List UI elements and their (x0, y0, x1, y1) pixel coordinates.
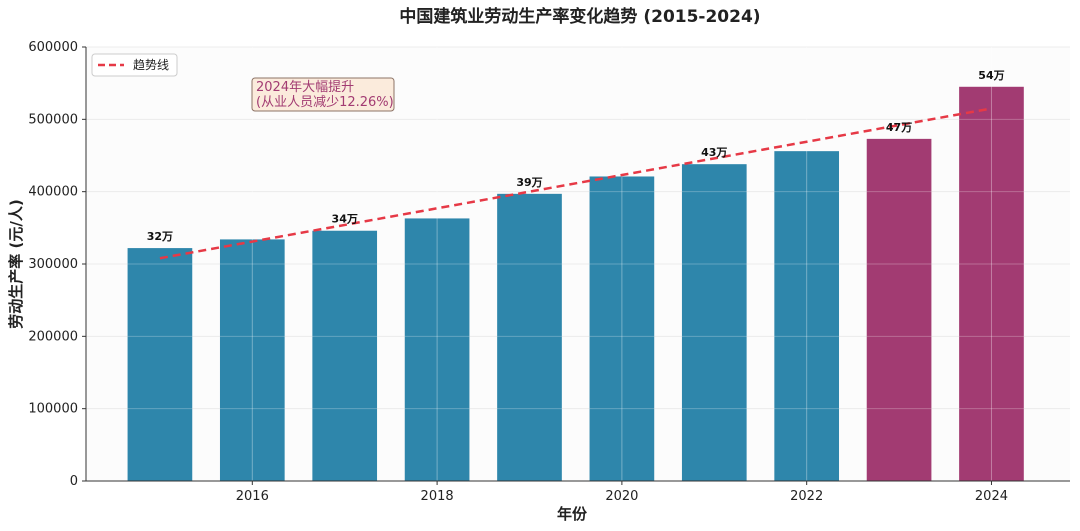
bar-value-label: 39万 (516, 176, 542, 189)
x-axis-label: 年份 (557, 505, 588, 523)
bar-2023 (866, 138, 932, 481)
bar-2019 (497, 193, 562, 481)
annotation: 2024年大幅提升 (从业人员减少12.26%) (251, 77, 395, 112)
x-tick-label: 2024 (975, 489, 1008, 504)
bar-2022 (774, 151, 840, 481)
x-ticks-group: 2016 2018 2020 2022 2024 (236, 481, 1008, 504)
legend-box (91, 53, 178, 77)
y-ticks-group: 0 100000 200000 300000 400000 500000 600000 (28, 40, 86, 489)
vertical-grid-lines (86, 46, 1070, 481)
annotation-line-2: (从业人员减少12.26%) (256, 95, 394, 110)
y-tick-label: 400000 (28, 185, 78, 200)
bar-2020 (589, 176, 655, 481)
bar-2016 (219, 239, 285, 481)
y-tick-label: 600000 (28, 40, 78, 55)
y-tick-label: 0 (70, 474, 78, 489)
bar-value-label: 32万 (147, 230, 173, 243)
bars-group (127, 86, 1024, 482)
bar-2021 (681, 164, 747, 481)
y-axis-label: 劳动生产率 (元/人) (7, 199, 25, 328)
x-tick-label: 2016 (236, 489, 269, 504)
legend-label: 趋势线 (133, 58, 169, 72)
bar-labels-group: 32万 34万 39万 43万 47万 54万 (147, 69, 1005, 243)
bar-value-label: 47万 (886, 121, 912, 134)
trend-line (159, 107, 992, 260)
x-tick-label: 2018 (421, 489, 454, 504)
x-tick-label: 2020 (605, 489, 638, 504)
bar-2015 (127, 248, 193, 481)
bar-value-label: 54万 (978, 69, 1004, 82)
y-tick-label: 300000 (28, 257, 78, 272)
legend: 趋势线 (91, 53, 178, 77)
bar-2017 (312, 230, 378, 481)
bar-value-label: 34万 (332, 213, 358, 226)
y-tick-label: 200000 (28, 329, 78, 344)
annotation-box (251, 77, 395, 112)
bar-2018 (404, 218, 470, 481)
y-tick-label: 100000 (28, 402, 78, 417)
chart-title: 中国建筑业劳动生产率变化趋势 (2015-2024) (399, 6, 760, 27)
y-tick-label: 500000 (28, 112, 78, 127)
bar-value-label: 43万 (701, 146, 727, 159)
trend-line-group (159, 107, 992, 260)
bar-2024 (959, 86, 1024, 482)
x-tick-label: 2022 (790, 489, 823, 504)
annotation-line-1: 2024年大幅提升 (256, 79, 354, 95)
